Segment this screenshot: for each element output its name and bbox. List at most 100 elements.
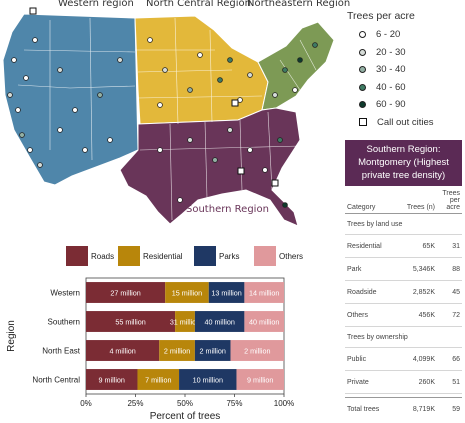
data-label: 15 million [172, 289, 202, 298]
legend-item-label: 60 - 90 [376, 99, 406, 111]
legend-dot-icon [359, 83, 366, 91]
cell-per-acre: 72 [452, 311, 460, 319]
cell-category: Park [347, 265, 362, 273]
cell-trees: 456K [418, 311, 435, 319]
legend-item-label: 30 - 40 [376, 64, 406, 76]
cell-category: Public [347, 355, 367, 363]
table-section: Trees by land use [345, 214, 462, 235]
north-central-region-label: North Central Region [146, 0, 251, 9]
bar-segment [244, 282, 284, 303]
x-tick-label: 100% [274, 399, 294, 408]
data-label: 40 million [249, 318, 279, 327]
data-label: 2 million [164, 347, 190, 356]
table-row: Public 4,099K 66 [345, 348, 462, 371]
legend-title: Trees per acre [347, 10, 415, 22]
northeastern-region-label: Northeastern Region [247, 0, 351, 9]
section-label: Trees by land use [347, 220, 403, 228]
state-borders [17, 17, 317, 221]
y-tick-label: Western [50, 289, 80, 298]
table-section: Trees by ownership [345, 327, 462, 348]
table-row: Private 260K 51 [345, 371, 462, 394]
data-label: 55 million [115, 318, 145, 327]
data-label: 2 million [200, 347, 226, 356]
cell-category: Roadside [347, 288, 377, 296]
header-trees: Trees (n) [406, 204, 435, 211]
legend-entry-others: Others [254, 246, 303, 266]
header-per-acre-line2: per acre [446, 197, 460, 211]
data-label: 7 million [145, 376, 171, 385]
callout-line: Southern Region: [366, 144, 441, 155]
us-region-map [2, 7, 335, 227]
x-tick-label: 0% [80, 399, 92, 408]
north-central-region-shape [134, 15, 269, 125]
y-tick-label: North East [42, 347, 81, 356]
bar-segment [230, 340, 284, 361]
legend-entry-residential: Residential [118, 246, 183, 266]
legend-dot-icon [359, 66, 366, 74]
cell-trees: 65K [422, 242, 435, 250]
cell-category: Private [347, 378, 369, 386]
y-tick-label: North Central [32, 376, 80, 385]
legend-dot-icon [359, 48, 366, 56]
bar-segment [86, 369, 138, 390]
bar-segment [165, 282, 209, 303]
table-row: Others 456K 72 [345, 304, 462, 327]
swatch-residential [118, 246, 140, 266]
bar-segment [194, 311, 245, 332]
cell-category: Residential [347, 242, 382, 250]
southern-region-shape [119, 107, 301, 227]
cell-per-acre: 51 [452, 378, 460, 386]
bar-segment [159, 340, 195, 361]
legend-entry-label: Roads [91, 251, 115, 261]
data-label: 4 million [109, 347, 135, 356]
legend-dot-icon [359, 101, 366, 109]
swatch-parks [194, 246, 216, 266]
western-region-label: Western region [58, 0, 134, 9]
y-tick-label: Southern [48, 318, 80, 327]
x-tick-label: 50% [177, 399, 193, 408]
x-axis-label: Percent of trees [150, 411, 221, 422]
legend-item: Call out cities [347, 114, 462, 132]
callout-box: Southern Region: Montgomery (Highest pri… [345, 140, 462, 186]
bar-segment [179, 369, 237, 390]
cell-per-acre: 88 [452, 265, 460, 273]
header-per-acre: Trees per acre [435, 190, 460, 211]
bar-segment [137, 369, 180, 390]
legend-item-label: 20 - 30 [376, 46, 406, 58]
cell-trees: 8,719K [412, 405, 435, 413]
cell-trees: 2,852K [412, 288, 435, 296]
table-total-row: Total trees 8,719K 59 [345, 397, 462, 420]
legend-entry-label: Parks [219, 251, 240, 261]
tree-density-points [7, 37, 318, 208]
stats-table: Category Trees (n) Trees per acre Trees b… [345, 188, 462, 420]
cell-per-acre: 66 [452, 355, 460, 363]
data-label: 14 million [249, 289, 279, 298]
bar-segment [86, 311, 176, 332]
table-row: Roadside 2,852K 45 [345, 281, 462, 304]
stacked-bar-chart: Western 27 million 15 million 13 million 14 … [6, 277, 294, 422]
data-label: 31 million [170, 318, 200, 327]
legend-dot-icon [359, 31, 366, 39]
data-label: 9 million [247, 376, 273, 385]
cell-category: Total trees [347, 405, 380, 413]
legend-entry-roads: Roads [66, 246, 114, 266]
cell-trees: 5,346K [412, 265, 435, 273]
legend-entry-label: Residential [143, 251, 183, 261]
data-label: 9 million [99, 376, 125, 385]
data-label: 10 million [193, 376, 223, 385]
section-label: Trees by ownership [347, 333, 408, 341]
callout-square-icon [359, 118, 367, 127]
western-region-shape [2, 13, 139, 186]
cell-per-acre: 59 [452, 405, 460, 413]
callout-line: Montgomery (Highest [358, 157, 449, 168]
bar-segment [86, 282, 166, 303]
callout-line: private tree density) [361, 170, 446, 181]
data-label: 13 million [211, 289, 241, 298]
cell-per-acre: 45 [452, 288, 460, 296]
table-header: Category Trees (n) Trees per acre [345, 188, 462, 214]
swatch-roads [66, 246, 88, 266]
legend-entry-parks: Parks [194, 246, 239, 266]
bar-segment [236, 369, 284, 390]
legend-item: 60 - 90 [347, 96, 462, 114]
x-tick-label: 25% [127, 399, 143, 408]
